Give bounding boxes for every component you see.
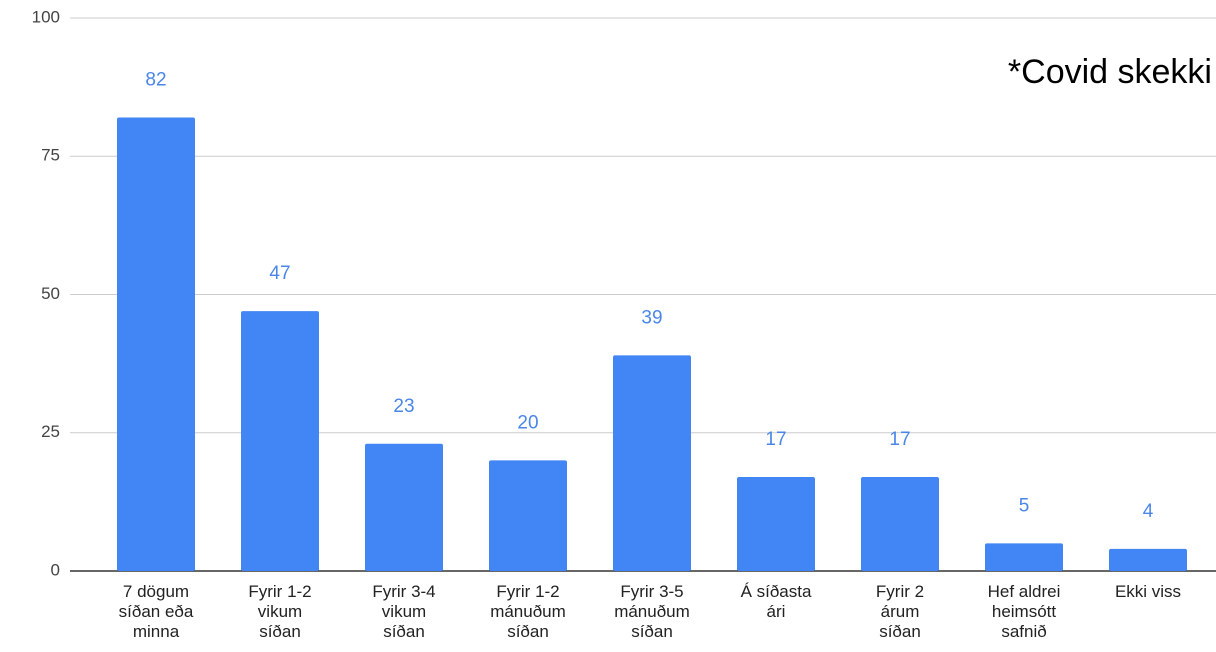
annotation: *Covid skekki	[1008, 53, 1212, 91]
bar	[861, 476, 939, 571]
data-label: 17	[765, 429, 786, 450]
bar	[985, 543, 1063, 571]
x-tick-label: Fyrir 3-5 mánuðum síðan	[614, 582, 690, 641]
y-tick-label: 0	[51, 560, 60, 579]
data-label: 17	[889, 429, 910, 450]
data-label: 82	[145, 70, 166, 91]
x-tick-label: Fyrir 1-2 vikum síðan	[248, 582, 312, 641]
y-tick-label: 100	[32, 7, 60, 26]
data-label: 20	[517, 412, 538, 433]
x-tick-label: Fyrir 3-4 vikum síðan	[372, 582, 436, 641]
data-label: 4	[1143, 501, 1154, 522]
x-tick-label: Fyrir 1-2 mánuðum síðan	[490, 582, 566, 641]
bar	[1109, 548, 1187, 571]
bar	[737, 476, 815, 571]
bar	[365, 443, 443, 571]
x-tick-label: Fyrir 2 árum síðan	[875, 582, 925, 641]
data-label: 39	[641, 307, 662, 328]
y-tick-label: 50	[41, 284, 60, 303]
bar	[241, 311, 319, 571]
x-tick-label: 7 dögum síðan eða minna	[118, 582, 194, 641]
data-label: 47	[269, 263, 290, 284]
y-tick-label: 25	[41, 422, 60, 441]
data-label: 23	[393, 396, 414, 417]
x-tick-label: Á síðasta ári	[740, 582, 812, 621]
bar	[489, 460, 567, 571]
x-tick-label: Ekki viss	[1114, 582, 1182, 601]
bar	[613, 355, 691, 571]
bar	[117, 117, 195, 571]
x-tick-label: Hef aldrei heimsótt safnið	[987, 582, 1061, 641]
data-label: 5	[1019, 495, 1030, 516]
y-tick-label: 75	[41, 146, 60, 165]
